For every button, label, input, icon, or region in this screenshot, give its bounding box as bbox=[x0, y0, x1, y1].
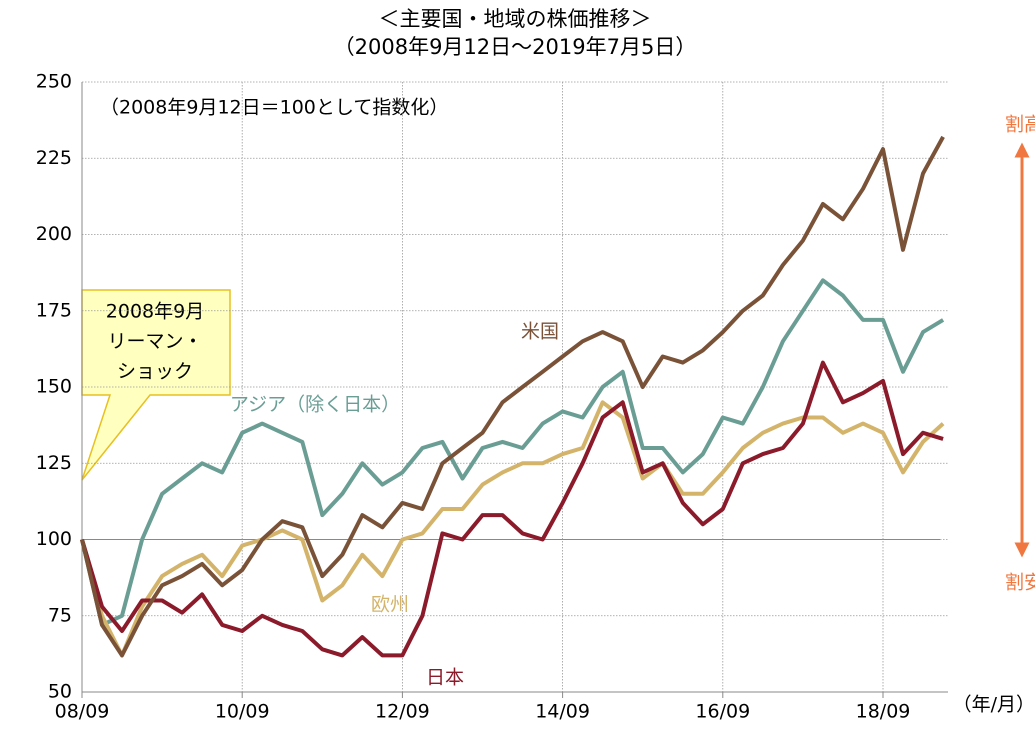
x-tick-label: 14/09 bbox=[535, 701, 590, 723]
series-label: 米国 bbox=[521, 321, 559, 343]
y-tick-label: 75 bbox=[48, 604, 72, 626]
note: （2008年9月12日＝100として指数化） bbox=[100, 97, 448, 119]
callout-text: ショック bbox=[117, 361, 193, 383]
x-unit-label: （年/月） bbox=[953, 694, 1035, 716]
series-line bbox=[80, 400, 945, 658]
x-tick-label: 10/09 bbox=[215, 701, 270, 723]
y-tick-label: 150 bbox=[36, 376, 72, 398]
chart-title: ＜主要国・地域の株価推移＞ bbox=[379, 7, 652, 31]
y-tick-label: 225 bbox=[36, 147, 72, 169]
x-tick-label: 12/09 bbox=[375, 701, 430, 723]
y-tick-label: 250 bbox=[36, 71, 72, 93]
y-tick-label: 125 bbox=[36, 452, 72, 474]
x-tick-label: 08/09 bbox=[55, 701, 110, 723]
y-tick-label: 200 bbox=[36, 223, 72, 245]
x-tick-label: 16/09 bbox=[695, 701, 750, 723]
series-line bbox=[80, 360, 944, 658]
side-label: 割高 bbox=[1005, 114, 1035, 136]
callout-text: リーマン・ bbox=[107, 331, 202, 353]
callout-box bbox=[81, 289, 231, 481]
y-tick-label: 50 bbox=[48, 681, 72, 703]
series-line bbox=[80, 135, 945, 658]
series-line bbox=[80, 278, 945, 627]
series-label: アジア（除く日本） bbox=[230, 394, 400, 416]
y-tick-label: 100 bbox=[36, 528, 72, 550]
callout-text: 2008年9月 bbox=[106, 301, 204, 323]
chart-subtitle: （2008年9月12日～2019年7月5日） bbox=[334, 35, 697, 59]
side-label: 割安 bbox=[1005, 572, 1035, 594]
y-tick-label: 175 bbox=[36, 299, 72, 321]
x-tick-label: 18/09 bbox=[856, 701, 911, 723]
series-label: 欧州 bbox=[371, 594, 409, 616]
series-label: 日本 bbox=[426, 667, 464, 689]
